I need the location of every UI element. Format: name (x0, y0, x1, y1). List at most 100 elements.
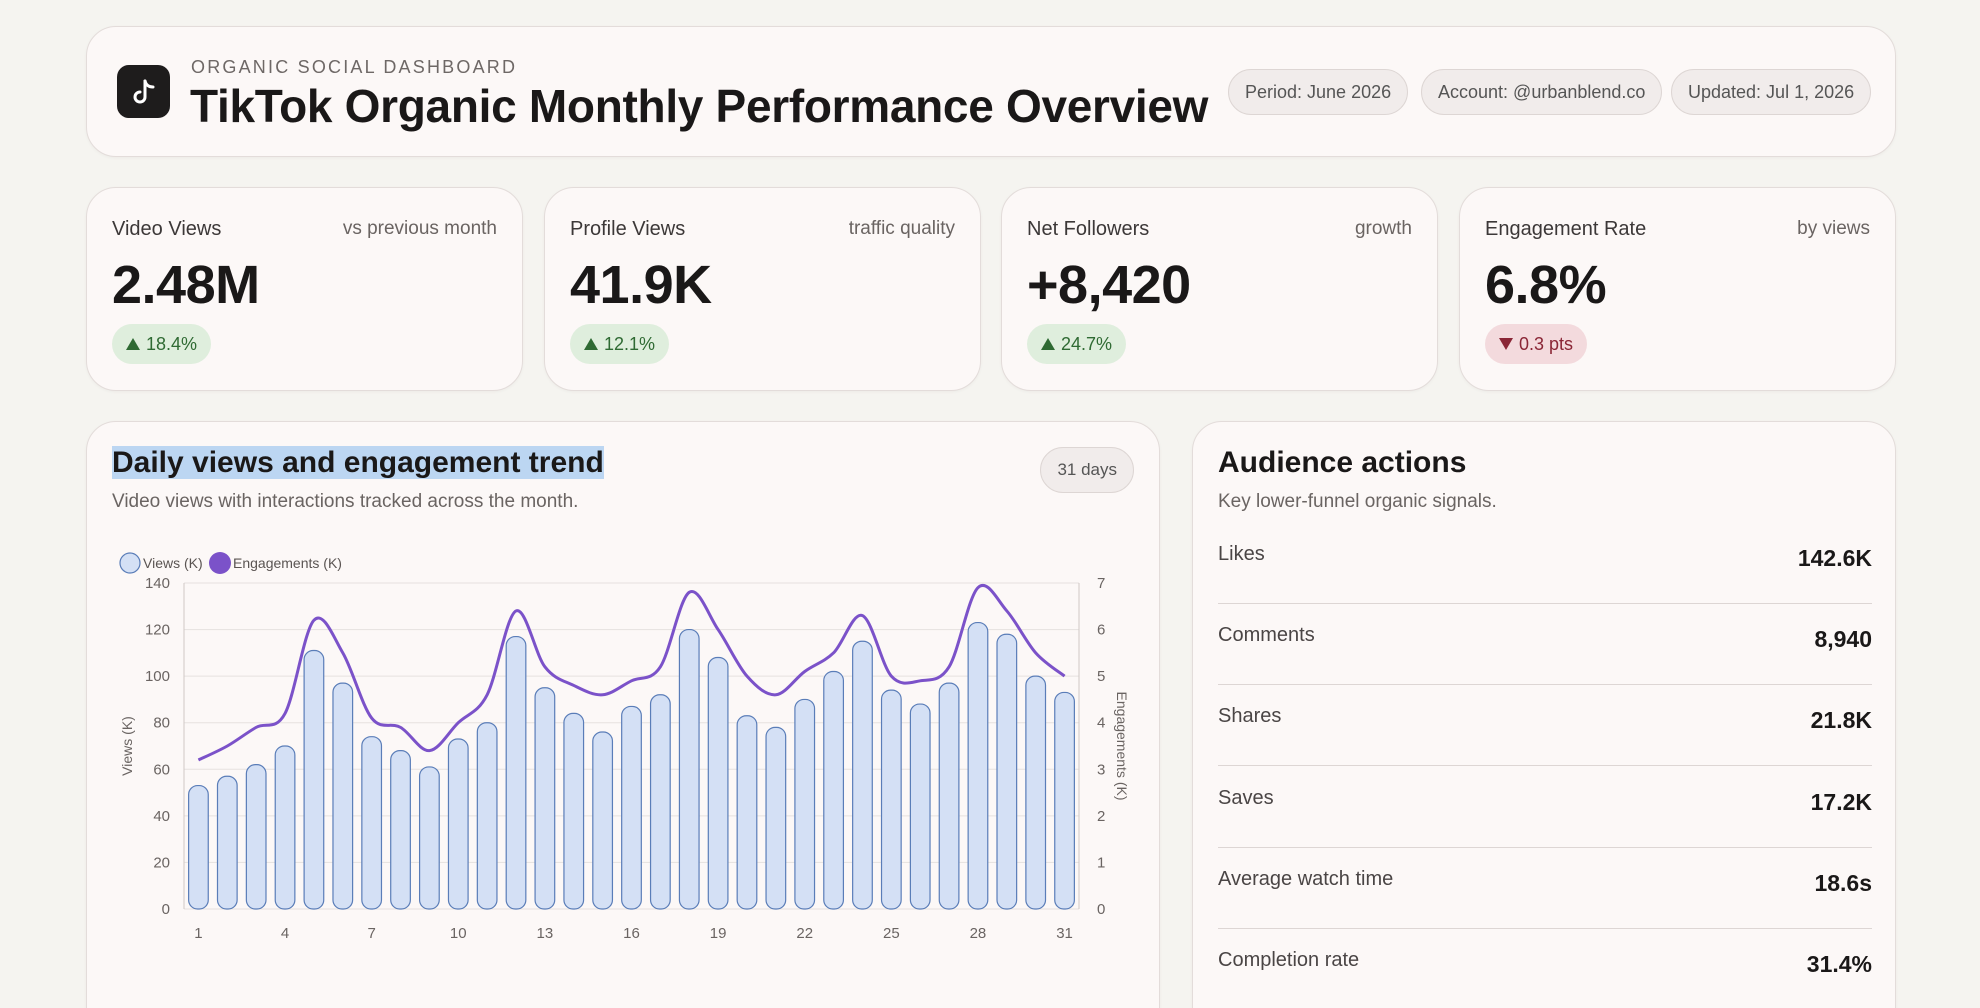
period-pill[interactable]: Period: June 2026 (1228, 69, 1409, 115)
views-bar (967, 621, 989, 910)
kpi-value: 2.48M (112, 255, 260, 315)
views-bar (592, 731, 614, 910)
views-bar (1025, 675, 1047, 910)
legend-swatch-engagements (209, 552, 231, 574)
y2-axis-title: Engagements (K) (1114, 692, 1130, 801)
trend-chart-panel: Daily views and engagement trend Video v… (86, 421, 1160, 1008)
views-bar (418, 766, 440, 910)
days-range-pill[interactable]: 31 days (1040, 447, 1134, 493)
y-axis-title: Views (K) (119, 716, 135, 776)
kpi-value: +8,420 (1027, 255, 1191, 315)
x-tick-label: 28 (970, 925, 987, 942)
x-tick-label: 25 (883, 925, 900, 942)
kpi-card-engagement-rate: Engagement Rate by views 6.8% 0.3 pts (1459, 187, 1896, 391)
trend-title-text: Daily views and engagement trend (112, 446, 604, 479)
views-bar (274, 745, 296, 910)
page-title: TikTok Organic Monthly Performance Overv… (190, 80, 1209, 132)
views-bar (765, 726, 787, 910)
views-bar (447, 738, 469, 910)
legend-label-engagements: Engagements (K) (233, 555, 342, 571)
audience-actions-panel: Audience actions Key lower-funnel organi… (1192, 421, 1896, 1008)
views-bar (938, 682, 960, 910)
updated-pill: Updated: Jul 1, 2026 (1671, 69, 1872, 115)
kpi-note: growth (1354, 218, 1412, 239)
x-tick-label: 1 (194, 925, 202, 942)
y2-tick-label: 7 (1097, 575, 1105, 592)
y2-tick-label: 5 (1097, 668, 1105, 685)
action-label: Likes (1218, 543, 1265, 565)
y-tick-label: 120 (145, 622, 170, 639)
x-tick-label: 4 (281, 925, 289, 942)
kpi-delta-value: 0.3 pts (1519, 333, 1574, 354)
trend-chart: 0 20 40 60 80 100 120 140 0 1 2 3 4 5 6 7 1 4 7 10 13 16 19 22 2… (119, 552, 1130, 942)
action-value: 8,940 (1814, 626, 1872, 652)
views-bar (707, 656, 729, 910)
action-label: Saves (1218, 787, 1274, 809)
action-value: 17.2K (1810, 789, 1872, 815)
views-bar (303, 649, 325, 910)
views-bar (794, 698, 816, 910)
kpi-note: vs previous month (342, 218, 497, 239)
kpi-delta-value: 12.1% (604, 333, 656, 354)
views-bar (1054, 691, 1075, 910)
y2-tick-label: 1 (1097, 854, 1105, 871)
action-value: 142.6K (1797, 545, 1872, 571)
action-label: Comments (1218, 624, 1315, 646)
triangle-up-icon (584, 338, 598, 350)
x-tick-label: 19 (710, 925, 727, 942)
triangle-down-icon (1499, 338, 1513, 350)
action-row-completion-rate: Completion rate 31.4% (1218, 929, 1872, 1008)
legend-label-views: Views (K) (143, 555, 203, 571)
views-bar (563, 712, 585, 910)
action-value: 21.8K (1810, 707, 1872, 733)
kpi-value: 6.8% (1485, 255, 1607, 315)
kpi-note: traffic quality (848, 218, 955, 239)
views-bar (534, 687, 556, 910)
action-value: 31.4% (1806, 951, 1872, 977)
action-row-shares: Shares 21.8K (1218, 685, 1872, 766)
x-tick-label: 31 (1056, 925, 1073, 942)
kpi-value: 41.9K (570, 255, 712, 315)
kpi-delta-badge: 0.3 pts (1485, 324, 1588, 364)
action-row-comments: Comments 8,940 (1218, 604, 1872, 685)
action-row-watch-time: Average watch time 18.6s (1218, 848, 1872, 929)
action-value: 18.6s (1814, 870, 1872, 896)
kpi-label: Profile Views (570, 218, 686, 240)
views-bar (621, 705, 642, 910)
dashboard-eyebrow: ORGANIC SOCIAL DASHBOARD (191, 57, 518, 77)
account-pill[interactable]: Account: @urbanblend.co (1421, 69, 1663, 115)
y2-tick-label: 0 (1097, 901, 1105, 918)
views-bar (505, 635, 527, 910)
action-row-likes: Likes 142.6K (1218, 523, 1872, 604)
views-bar (996, 633, 1018, 910)
actions-subtitle: Key lower-funnel organic signals. (1218, 491, 1497, 512)
views-bar (852, 640, 873, 910)
views-bar (188, 784, 209, 910)
kpi-delta-badge: 24.7% (1027, 324, 1127, 364)
views-bar (476, 722, 498, 910)
triangle-up-icon (1041, 338, 1055, 350)
y2-tick-label: 2 (1097, 808, 1105, 825)
x-tick-label: 10 (450, 925, 467, 942)
y2-tick-label: 6 (1097, 622, 1105, 639)
x-tick-label: 22 (796, 925, 813, 942)
views-bar (216, 775, 238, 910)
triangle-up-icon (126, 338, 140, 350)
views-bar (909, 703, 931, 910)
y-tick-label: 60 (153, 761, 170, 778)
action-row-saves: Saves 17.2K (1218, 767, 1872, 848)
views-bar (649, 694, 671, 910)
engagements-line (197, 584, 1066, 762)
kpi-card-video-views: Video Views vs previous month 2.48M 18.4… (86, 187, 523, 391)
y-tick-label: 80 (153, 715, 170, 732)
kpi-card-net-followers: Net Followers growth +8,420 24.7% (1001, 187, 1438, 391)
actions-title: Audience actions (1218, 446, 1467, 479)
kpi-delta-value: 24.7% (1061, 333, 1113, 354)
views-bar (823, 670, 845, 910)
views-bar (390, 750, 411, 910)
tiktok-logo-icon (117, 65, 170, 118)
kpi-note: by views (1797, 218, 1870, 239)
trend-subtitle: Video views with interactions tracked ac… (112, 491, 579, 512)
views-bar (678, 628, 700, 910)
kpi-delta-badge: 18.4% (112, 324, 212, 364)
